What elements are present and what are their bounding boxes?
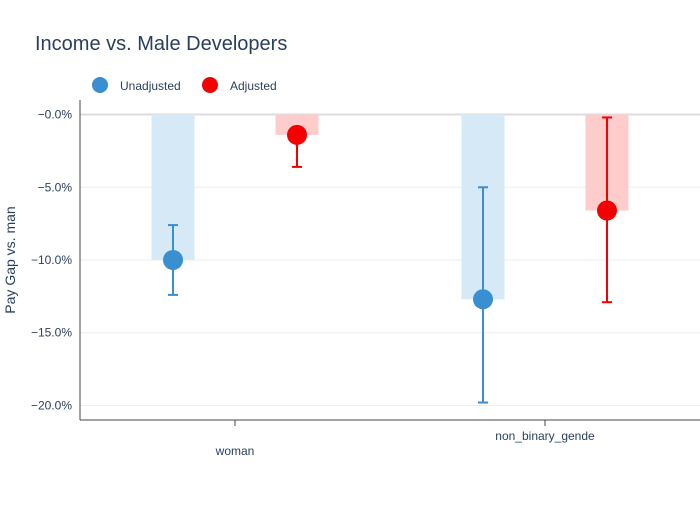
y-tick-label: −0.0% [38,108,73,122]
point-unadjusted-woman[interactable] [163,250,183,270]
bars [151,114,629,300]
legend-label: Unadjusted [120,79,181,93]
y-axis-label: Pay Gap vs. man [2,206,18,313]
y-tick-label: −5.0% [38,180,73,194]
x-tick-label: woman [215,444,255,458]
legend-marker [202,77,218,93]
chart-title: Income vs. Male Developers [35,33,287,55]
legend-item-unadjusted[interactable]: Unadjusted [92,77,181,93]
x-tick-label: non_binary_gende [495,429,595,443]
legend-item-adjusted[interactable]: Adjusted [202,77,277,93]
points [163,124,617,310]
point-unadjusted-non_binary_gende[interactable] [473,289,493,310]
legend-marker [92,77,108,93]
point-adjusted-woman[interactable] [287,124,307,145]
legend-label: Adjusted [230,79,277,93]
bar-adjusted-woman [275,114,319,135]
y-tick-label: −10.0% [31,253,72,267]
axes: −0.0% −5.0% −10.0% −15.0% −20.0% woman non_bin… [31,100,700,458]
y-tick-label: −15.0% [31,326,72,340]
legend[interactable]: Unadjusted Adjusted [92,77,277,93]
point-adjusted-non_binary_gende[interactable] [597,200,617,221]
y-tick-label: −20.0% [31,398,72,412]
